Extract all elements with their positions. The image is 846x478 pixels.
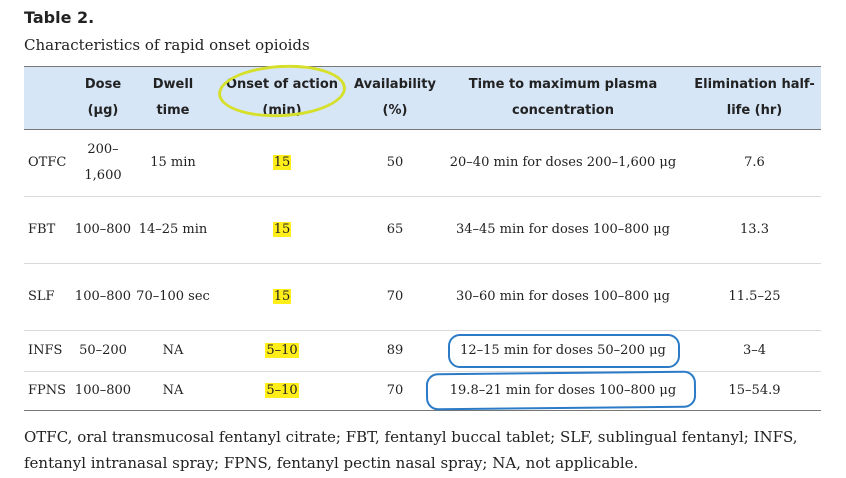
table-caption: Characteristics of rapid onset opioids [24, 36, 310, 54]
cell-onset: 5–10 [212, 372, 352, 411]
cell-dose: 100–800 [74, 383, 132, 398]
cell-dose: 100–800 [72, 263, 134, 331]
table-row: FBT 100–800 14–25 min 15 65 34–45 min fo… [24, 196, 821, 264]
cell-tmax: 12–15 min for doses 50–200 μg [438, 330, 688, 372]
onset-highlight: 15 [272, 155, 292, 170]
header-dose: Dose (μg) [72, 66, 134, 130]
tmax-text: 12–15 min for doses 50–200 μg [460, 343, 666, 358]
cell-onset: 5–10 [212, 330, 352, 372]
cell-availability: 70 [352, 263, 438, 331]
onset-highlight: 5–10 [265, 383, 299, 398]
cell-availability: 65 [352, 196, 438, 264]
cell-drug: FBT [24, 196, 72, 264]
cell-drug: INFS [24, 330, 72, 372]
cell-half-life: 11.5–25 [688, 263, 821, 331]
cell-half-life: 15–54.9 [728, 383, 781, 398]
table-footnote: OTFC, oral transmucosal fentanyl citrate… [24, 428, 798, 472]
onset-highlight: 5–10 [265, 343, 299, 358]
cell-dwell: 15 min [134, 129, 212, 197]
opioid-characteristics-table: Dose (μg) Dwell time Onset of action (mi… [24, 61, 821, 411]
table-header-row: Dose (μg) Dwell time Onset of action (mi… [24, 61, 821, 130]
header-drug [24, 66, 72, 130]
cell-dwell: NA [134, 330, 212, 372]
cell-dwell: 14–25 min [134, 196, 212, 264]
header-availability: Availability (%) [352, 66, 438, 130]
cell-half-life: 3–4 [688, 330, 821, 372]
onset-highlight: 15 [272, 222, 292, 237]
cell-tmax: 19.8–21 min for doses 100–800 μg [425, 370, 697, 411]
header-onset-label: Onset of action (min) [225, 77, 339, 118]
header-time-to-max: Time to maximum plasma concentration [438, 66, 688, 130]
cell-dose: 50–200 [72, 330, 134, 372]
table-label: Table 2. [24, 8, 95, 27]
table-row: SLF 100–800 70–100 sec 15 70 30–60 min f… [24, 263, 821, 331]
cell-availability: 70 [386, 383, 404, 398]
table-row: OTFC 200–1,600 15 min 15 50 20–40 min fo… [24, 129, 821, 197]
cell-drug: SLF [24, 263, 72, 331]
cell-dwell: 70–100 sec [134, 263, 212, 331]
cell-availability: 50 [352, 129, 438, 197]
header-dwell-time: Dwell time [134, 66, 212, 130]
header-half-life: Elimination half-life (hr) [688, 66, 821, 130]
header-onset-of-action: Onset of action (min) [212, 61, 352, 130]
cell-onset: 15 [212, 263, 352, 331]
cell-dose: 200–1,600 [72, 129, 134, 197]
cell-tmax: 20–40 min for doses 200–1,600 μg [438, 129, 688, 197]
cell-onset: 15 [212, 196, 352, 264]
cell-dose: 100–800 [72, 196, 134, 264]
cell-half-life: 13.3 [688, 196, 821, 264]
table-row: FPNS 100–800 NA 5–10 70 19.8–21 min for … [24, 370, 821, 411]
cell-tmax: 34–45 min for doses 100–800 μg [438, 196, 688, 264]
cell-availability: 89 [352, 330, 438, 372]
cell-tmax: 30–60 min for doses 100–800 μg [438, 263, 688, 331]
onset-highlight: 15 [272, 289, 292, 304]
cell-half-life: 7.6 [688, 129, 821, 197]
cell-drug: OTFC [24, 129, 72, 197]
table-row: INFS 50–200 NA 5–10 89 12–15 min for dos… [24, 330, 821, 372]
tmax-text: 19.8–21 min for doses 100–800 μg [449, 383, 677, 398]
cell-onset: 15 [212, 129, 352, 197]
cell-dwell: NA [162, 383, 184, 398]
cell-drug: FPNS [28, 383, 67, 398]
